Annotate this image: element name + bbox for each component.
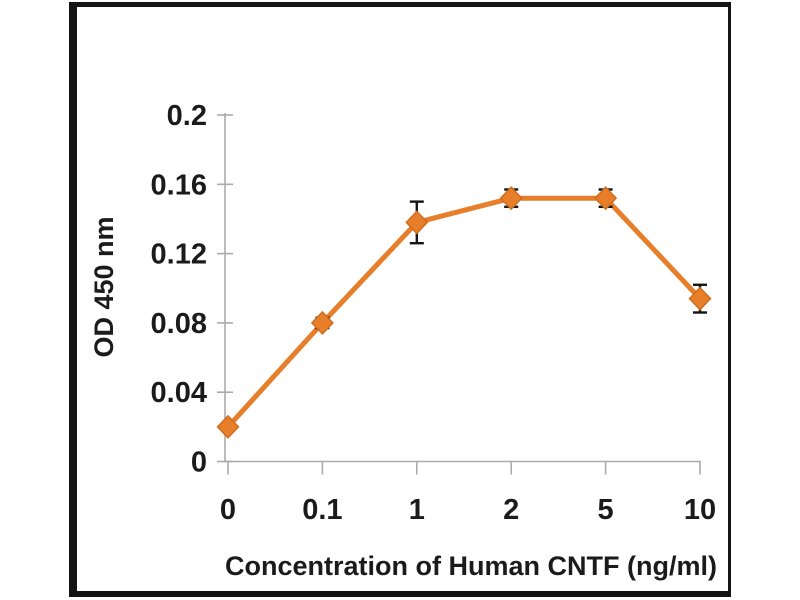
series-line	[225, 195, 703, 430]
data-point-marker	[216, 414, 240, 439]
y-tick-label: 0	[191, 447, 207, 479]
data-point-marker	[499, 186, 523, 211]
y-axis-title: OD 450 nm	[89, 216, 119, 358]
x-tick-label: 1	[409, 494, 425, 526]
data-point-marker	[688, 286, 712, 311]
data-point-marker	[594, 186, 618, 211]
x-tick-label: 0	[220, 494, 236, 526]
chart-frame	[69, 2, 731, 597]
data-point-marker	[405, 210, 429, 235]
y-tick-label: 0.04	[151, 377, 207, 409]
x-tick-label: 2	[503, 494, 519, 526]
y-tick-label: 0.12	[151, 239, 207, 271]
y-tick-label: 0.16	[151, 169, 207, 201]
x-tick-label: 5	[598, 494, 614, 526]
data-point-marker	[310, 310, 334, 335]
x-axis-title: Concentration of Human CNTF (ng/ml)	[225, 551, 717, 581]
x-tick-label: 0.1	[302, 494, 342, 526]
y-tick-label: 0.08	[151, 308, 207, 340]
y-tick-label: 0.2	[167, 100, 207, 132]
x-tick-label: 10	[684, 494, 716, 526]
